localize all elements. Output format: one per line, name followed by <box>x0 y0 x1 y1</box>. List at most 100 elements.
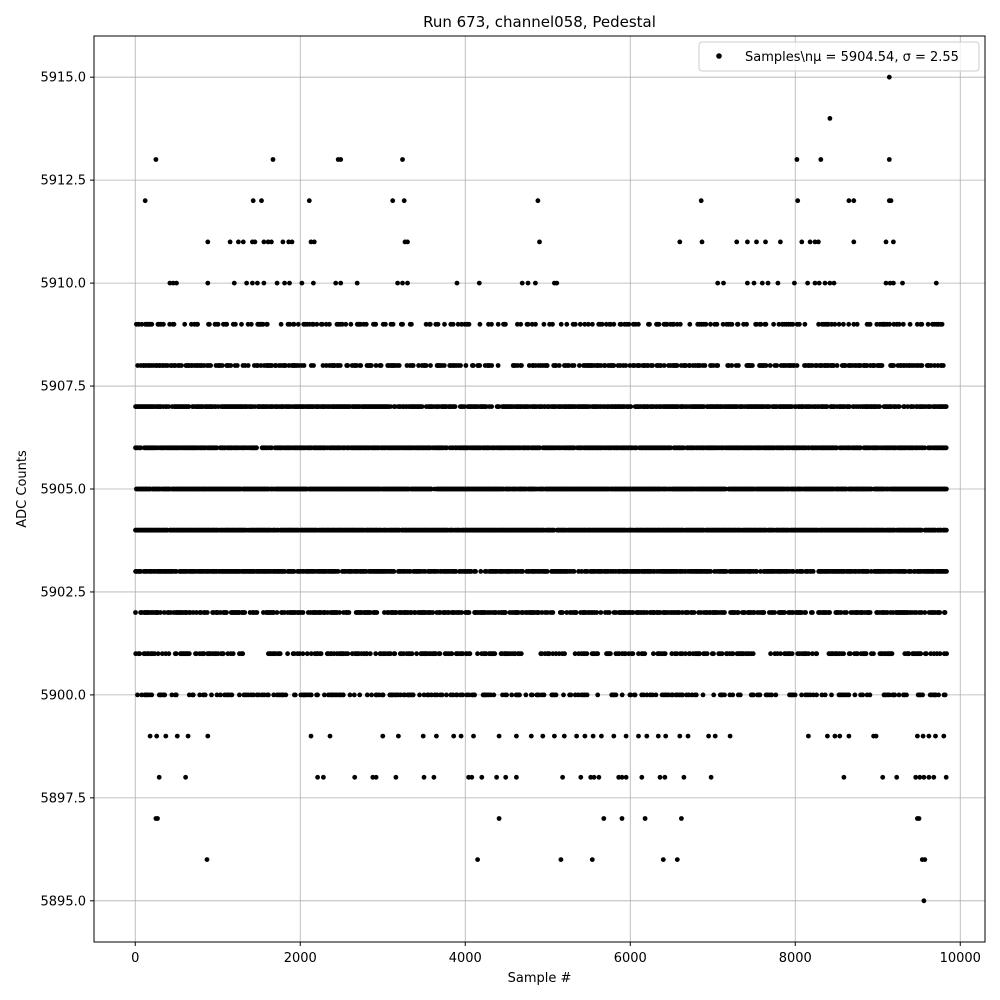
data-point <box>449 651 455 657</box>
data-point <box>802 321 808 327</box>
data-point <box>182 321 188 327</box>
data-point <box>836 321 842 327</box>
data-point <box>618 321 624 327</box>
data-point <box>932 363 937 368</box>
data-point <box>227 239 233 245</box>
data-point <box>311 280 316 286</box>
data-point <box>722 610 727 615</box>
data-point <box>320 363 326 368</box>
data-point <box>525 321 531 327</box>
data-point <box>900 321 906 327</box>
data-point <box>671 321 677 327</box>
data-point <box>208 363 214 368</box>
data-point <box>224 610 229 615</box>
data-point <box>751 692 756 698</box>
data-point <box>628 404 634 409</box>
data-point <box>647 321 652 327</box>
data-point <box>730 692 736 698</box>
data-point <box>816 239 821 245</box>
data-point <box>674 363 680 368</box>
data-point <box>668 445 674 451</box>
data-point <box>477 363 483 368</box>
data-point <box>295 321 301 327</box>
data-point <box>606 610 612 615</box>
data-point <box>515 321 520 327</box>
data-point <box>220 651 226 657</box>
data-point <box>311 363 316 368</box>
data-point <box>299 280 305 286</box>
data-point <box>687 321 693 327</box>
data-point <box>630 651 636 657</box>
data-point <box>380 692 386 698</box>
data-point <box>636 321 641 327</box>
data-point <box>745 280 750 286</box>
data-point <box>892 692 898 698</box>
data-point <box>584 692 590 698</box>
data-point <box>944 527 949 533</box>
data-point <box>314 321 320 327</box>
data-point <box>920 692 925 698</box>
data-point <box>218 692 223 698</box>
data-point <box>922 610 928 615</box>
data-point <box>338 157 344 162</box>
data-point <box>703 321 709 327</box>
data-point <box>594 610 600 615</box>
data-point <box>230 651 236 657</box>
data-point <box>367 651 373 657</box>
data-point <box>139 321 145 327</box>
data-point <box>626 321 632 327</box>
data-point <box>846 692 852 698</box>
data-point <box>763 321 769 327</box>
data-point <box>417 692 422 698</box>
data-point <box>854 321 860 327</box>
data-point <box>810 610 815 615</box>
data-point <box>190 692 196 698</box>
data-point <box>270 157 276 162</box>
data-point <box>773 692 779 698</box>
data-point <box>656 321 662 327</box>
data-point <box>236 239 241 245</box>
data-point <box>761 610 767 615</box>
data-point <box>632 692 638 698</box>
data-point <box>650 363 655 368</box>
data-point <box>333 280 339 286</box>
data-point <box>585 321 591 327</box>
data-point <box>772 610 777 615</box>
data-point <box>714 321 720 327</box>
data-point <box>841 321 846 327</box>
data-point <box>373 651 379 657</box>
data-point <box>571 569 577 574</box>
data-point <box>582 321 588 327</box>
data-point <box>778 239 783 245</box>
data-point <box>504 692 509 698</box>
data-point <box>860 692 866 698</box>
data-point <box>496 404 502 409</box>
data-point <box>363 321 369 327</box>
data-point <box>166 651 172 657</box>
data-point <box>797 321 802 327</box>
data-point <box>661 363 667 368</box>
data-point <box>229 692 235 698</box>
data-point <box>842 363 848 368</box>
data-point <box>595 651 601 657</box>
data-point <box>736 363 741 368</box>
data-point <box>577 321 583 327</box>
data-point <box>395 280 400 286</box>
data-point <box>831 280 837 286</box>
data-point <box>416 363 421 368</box>
data-point <box>871 363 877 368</box>
data-point <box>922 445 928 451</box>
data-point <box>584 651 590 657</box>
data-point <box>292 692 298 698</box>
data-point <box>683 363 688 368</box>
data-point <box>242 610 248 615</box>
data-point <box>745 239 750 245</box>
data-point <box>891 239 896 245</box>
data-point <box>608 651 613 657</box>
data-point <box>571 363 577 368</box>
data-point <box>807 239 813 245</box>
data-point <box>237 692 242 698</box>
data-point <box>768 651 773 657</box>
data-point <box>553 692 559 698</box>
data-point <box>357 692 363 698</box>
